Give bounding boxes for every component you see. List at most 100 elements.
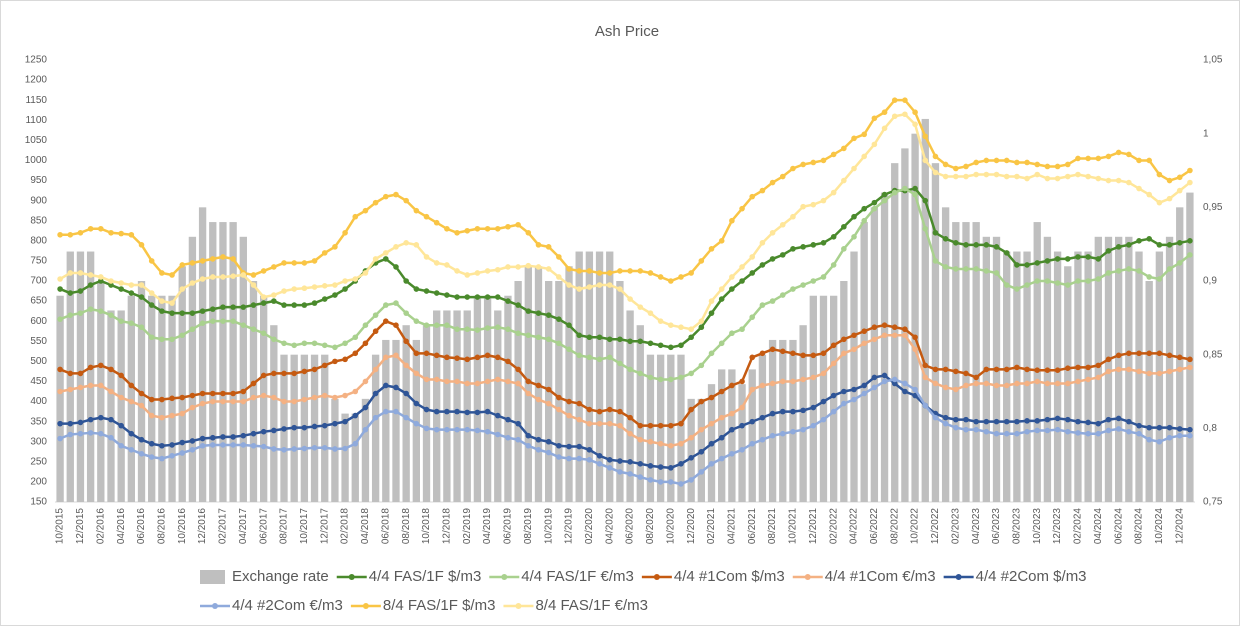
point — [505, 223, 511, 230]
x-tick-label: 04/2023 — [971, 508, 982, 545]
point — [637, 304, 644, 310]
point — [67, 290, 74, 296]
point — [108, 312, 114, 318]
point — [342, 356, 348, 363]
bar — [911, 133, 919, 502]
point — [1187, 432, 1193, 439]
point — [291, 398, 297, 405]
point — [209, 306, 216, 312]
point — [128, 320, 135, 326]
point — [922, 157, 929, 164]
point — [260, 330, 267, 337]
point — [87, 416, 94, 423]
bar — [483, 295, 492, 502]
x-tick-label: 06/2021 — [747, 508, 758, 545]
point — [108, 434, 114, 441]
point — [1003, 173, 1010, 180]
bar — [809, 295, 817, 502]
point — [1176, 187, 1183, 194]
point — [525, 262, 532, 269]
point — [1095, 362, 1102, 369]
point — [1014, 430, 1020, 437]
point — [891, 332, 898, 339]
point — [1187, 356, 1193, 363]
point — [352, 276, 359, 282]
point — [494, 324, 501, 331]
point — [413, 370, 420, 377]
y-tick-label: 1000 — [25, 155, 48, 166]
point — [118, 318, 124, 324]
point — [291, 260, 297, 266]
point — [1044, 427, 1051, 434]
point — [128, 398, 135, 405]
point — [596, 420, 603, 427]
point — [647, 310, 654, 316]
point — [973, 374, 979, 381]
point — [403, 414, 409, 421]
bar — [402, 325, 410, 502]
bar — [738, 384, 746, 502]
point — [98, 225, 104, 232]
x-tick-label: 06/2022 — [869, 508, 880, 545]
x-tick-label: 02/2020 — [584, 508, 595, 545]
point — [953, 173, 959, 180]
point — [1044, 258, 1051, 264]
point — [973, 380, 979, 387]
legend-swatch — [653, 574, 660, 580]
point — [98, 274, 104, 280]
point — [861, 217, 867, 224]
point — [423, 376, 430, 383]
bar — [860, 222, 868, 503]
point — [1064, 161, 1071, 168]
point — [209, 398, 216, 405]
x-tick-label: 12/2024 — [1174, 508, 1185, 545]
point — [1176, 174, 1183, 181]
point — [657, 464, 664, 470]
point — [566, 443, 572, 450]
series-line — [59, 187, 1191, 381]
point — [77, 370, 84, 377]
point — [169, 452, 175, 459]
point — [57, 286, 63, 292]
point — [321, 283, 328, 289]
point — [535, 446, 542, 453]
point — [891, 113, 898, 120]
point — [494, 376, 501, 383]
point — [942, 161, 949, 168]
point — [545, 244, 552, 250]
point — [1126, 179, 1132, 186]
x-tick-label: 08/2022 — [889, 508, 900, 545]
point — [67, 231, 74, 238]
legend-swatch — [804, 574, 811, 580]
point — [393, 300, 399, 306]
point — [1014, 173, 1020, 180]
point — [708, 440, 715, 447]
point — [494, 412, 501, 419]
point — [556, 316, 562, 322]
point — [922, 374, 929, 381]
point — [148, 412, 155, 419]
point — [332, 420, 338, 427]
point — [1075, 171, 1081, 178]
point — [749, 386, 756, 393]
point — [820, 197, 827, 204]
point — [332, 358, 338, 365]
point — [199, 400, 206, 407]
bar — [351, 413, 359, 502]
point — [1187, 364, 1193, 371]
point — [668, 422, 674, 429]
bar — [1013, 251, 1021, 502]
y-tick-label: 400 — [30, 396, 47, 407]
point — [576, 455, 582, 462]
point — [484, 352, 491, 359]
point — [230, 442, 236, 448]
y-tick-label: 350 — [30, 416, 47, 427]
point — [912, 191, 918, 198]
point — [1075, 254, 1081, 260]
point — [678, 374, 684, 381]
point — [790, 378, 796, 385]
point — [1024, 175, 1030, 182]
point — [311, 366, 318, 373]
y-tick-label: 1100 — [25, 115, 47, 126]
legend-swatch — [212, 603, 218, 609]
